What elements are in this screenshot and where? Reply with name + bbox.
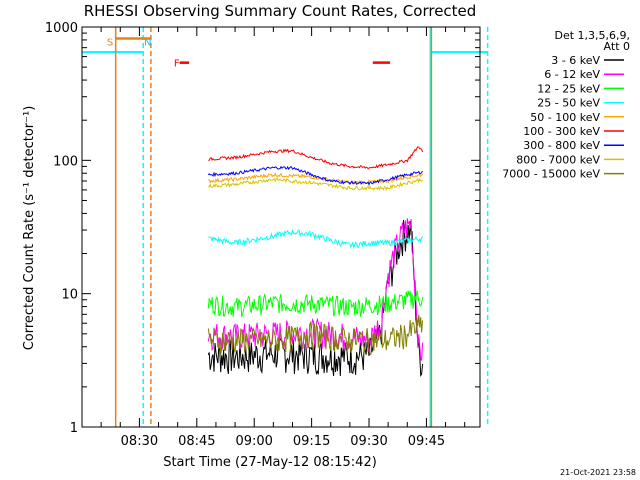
series-line [208, 146, 424, 170]
series-line [207, 314, 424, 356]
x-tick-label: 08:30 [121, 434, 158, 449]
x-tick-label: 09:15 [293, 434, 330, 449]
y-axis: 1 10 100 1000 [45, 21, 480, 436]
legend-label: 50 - 100 keV [530, 111, 600, 124]
y-tick-label: 1000 [45, 21, 78, 36]
legend-title: Det 1,3,5,6,9, [554, 29, 630, 42]
series-line [207, 165, 423, 186]
series-line [208, 229, 424, 250]
flag-label-f: F [174, 59, 180, 70]
legend-label: 100 - 300 keV [523, 125, 600, 138]
flag-label-n: N [144, 37, 151, 48]
plot-frame [81, 26, 481, 428]
x-axis-label: Start Time (27-May-12 08:15:42) [163, 455, 377, 470]
observing-flags: S N F [82, 27, 489, 427]
series-line [208, 177, 423, 191]
legend-label: 7000 - 15000 keV [502, 168, 600, 181]
data-series [207, 146, 424, 377]
y-tick-label: 100 [53, 154, 78, 169]
legend-label: 6 - 12 keV [544, 68, 600, 81]
series-line [207, 290, 424, 317]
x-tick-label: 09:30 [350, 434, 387, 449]
legend-label: 3 - 6 keV [551, 54, 600, 67]
x-tick-label: 09:00 [235, 434, 272, 449]
timestamp: 21-Oct-2021 23:58 [560, 468, 636, 477]
legend-subtitle: Att 0 [604, 40, 630, 53]
legend-label: 12 - 25 keV [537, 82, 600, 95]
legend-label: 800 - 7000 keV [516, 153, 600, 166]
chart-title: RHESSI Observing Summary Count Rates, Co… [84, 2, 477, 20]
series-line [207, 218, 424, 361]
legend-label: 300 - 800 keV [523, 139, 600, 152]
y-axis-label: Corrected Count Rate (s⁻¹ detector⁻¹) [22, 106, 37, 351]
legend-label: 25 - 50 keV [537, 97, 600, 110]
y-tick-label: 1 [70, 421, 78, 436]
x-tick-label: 09:45 [408, 434, 445, 449]
x-axis: 08:30 08:45 09:00 09:15 09:30 09:45 [100, 27, 466, 449]
flag-label-s: S [107, 37, 113, 48]
y-tick-label: 10 [61, 288, 78, 303]
x-tick-label: 08:45 [178, 434, 215, 449]
